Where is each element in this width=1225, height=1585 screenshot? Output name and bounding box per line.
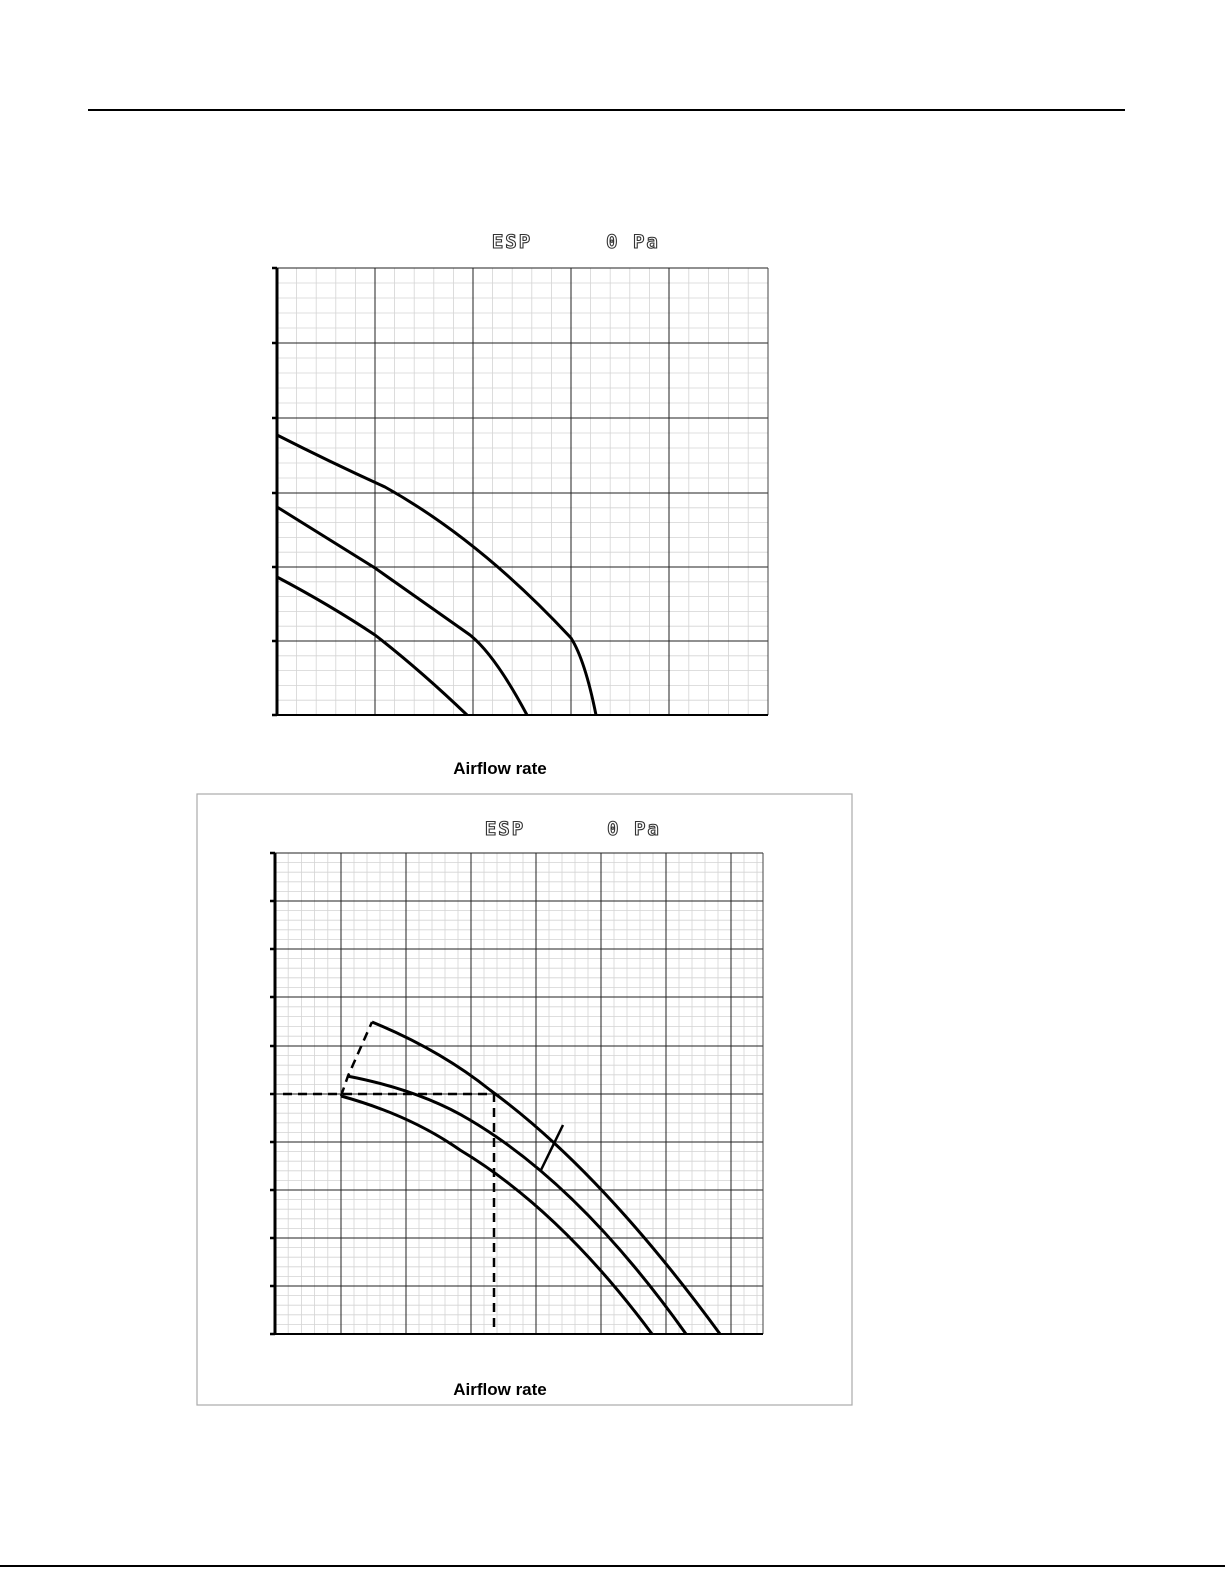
marker-line <box>539 1124 565 1171</box>
figure-frame <box>196 793 853 1406</box>
x-axis-label: Airflow rate <box>453 1380 547 1399</box>
curve <box>340 1094 654 1335</box>
grid <box>272 266 769 717</box>
guide-line <box>339 1021 374 1097</box>
figure: ESP 0 Pa Airflow rate <box>272 230 769 778</box>
curve <box>276 433 598 716</box>
x-axis-label: Airflow rate <box>453 759 547 778</box>
figure-label: ESP <box>485 818 525 840</box>
curve <box>346 1074 688 1335</box>
figure-label: ESP <box>492 231 532 253</box>
curve <box>276 575 469 717</box>
figure-value: 0 Pa <box>607 818 661 840</box>
curve <box>276 505 529 716</box>
figure-value: 0 Pa <box>606 231 660 253</box>
curve <box>371 1020 722 1335</box>
figure: ESP 0 Pa Airflow rate <box>270 817 764 1399</box>
guide-line <box>283 1092 496 1334</box>
